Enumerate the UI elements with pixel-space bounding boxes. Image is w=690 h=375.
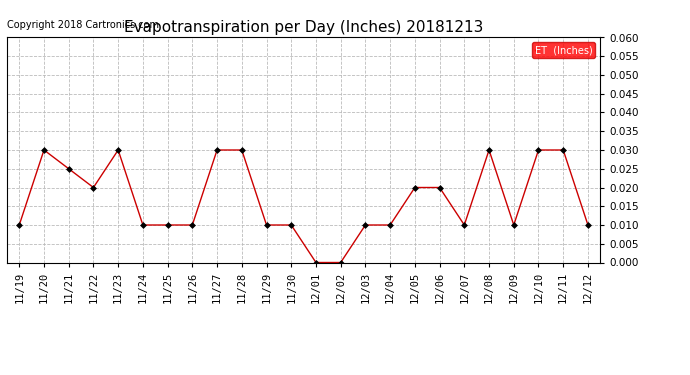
Title: Evapotranspiration per Day (Inches) 20181213: Evapotranspiration per Day (Inches) 2018… [124, 20, 483, 35]
Text: Copyright 2018 Cartronics.com: Copyright 2018 Cartronics.com [7, 20, 159, 30]
Legend: ET  (Inches): ET (Inches) [532, 42, 595, 58]
